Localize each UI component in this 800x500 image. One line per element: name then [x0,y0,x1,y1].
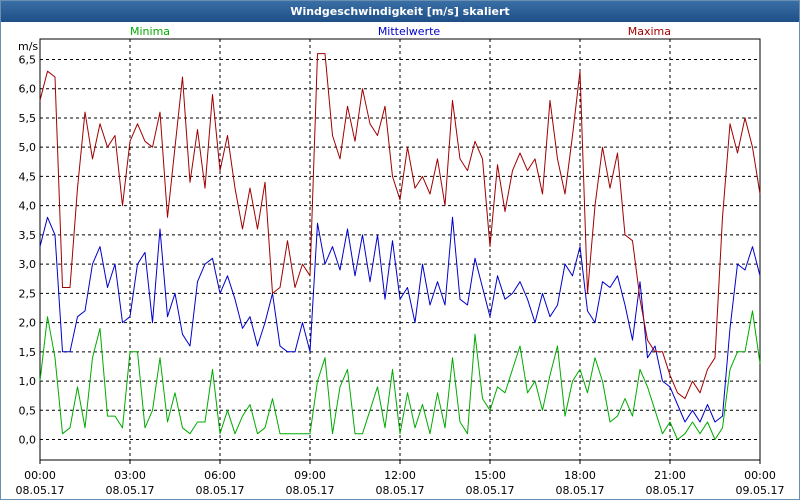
x-tick-time: 00:00 [24,469,56,482]
series-line-mean [39,216,761,423]
x-tick-time: 03:00 [114,469,146,482]
y-tick-label: 4,0 [19,200,37,213]
x-tick-date: 08.05.17 [196,484,245,497]
y-tick-label: 1,5 [19,346,37,359]
y-tick-label: 5,0 [19,141,37,154]
y-tick-label: 1,0 [19,375,37,388]
x-tick-date: 08.05.17 [466,484,515,497]
x-tick-date: 09.05.17 [736,484,785,497]
legend-max: Maxima [628,25,671,38]
y-tick-label: 3,0 [19,258,37,271]
window-title: Windgeschwindigkeit [m/s] skaliert [1,1,799,22]
x-tick-time: 18:00 [564,469,596,482]
series-line-max [39,53,761,400]
x-tick-date: 08.05.17 [286,484,335,497]
y-tick-label: 0,5 [19,404,37,417]
x-tick-time: 15:00 [474,469,506,482]
y-tick-label: 6,0 [19,83,37,96]
y-tick-label: 2,0 [19,317,37,330]
y-axis-label: m/s [18,40,38,53]
y-tick-label: 6,5 [19,53,37,66]
x-tick-time: 12:00 [384,469,416,482]
series-line-min [39,310,761,440]
legend-min: Minima [130,25,170,38]
y-tick-label: 4,5 [19,170,37,183]
x-tick-date: 08.05.17 [556,484,605,497]
y-tick-label: 5,5 [19,112,37,125]
y-tick-label: 3,5 [19,229,37,242]
x-tick-date: 08.05.17 [376,484,425,497]
x-tick-date: 08.05.17 [646,484,695,497]
x-tick-time: 06:00 [204,469,236,482]
y-tick-label: 2,5 [19,287,37,300]
x-tick-date: 08.05.17 [106,484,155,497]
legend-mean: Mittelwerte [378,25,441,38]
y-tick-label: 0,0 [19,434,37,447]
x-tick-time: 00:00 [744,469,776,482]
x-tick-time: 21:00 [654,469,686,482]
x-tick-time: 09:00 [294,469,326,482]
x-tick-date: 08.05.17 [16,484,65,497]
